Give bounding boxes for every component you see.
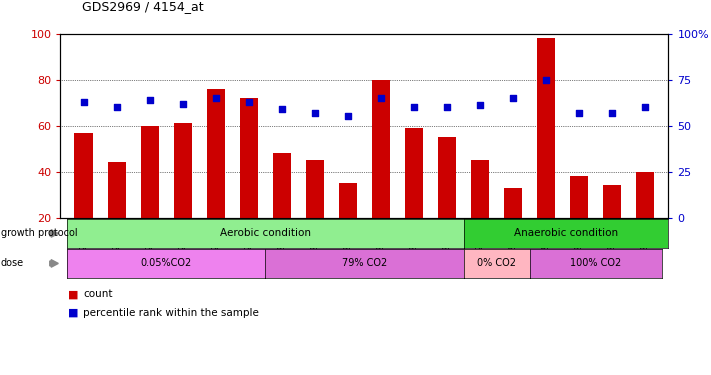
Point <box>144 97 155 103</box>
Point <box>474 102 486 108</box>
Text: GDS2969 / 4154_at: GDS2969 / 4154_at <box>82 0 203 13</box>
Text: percentile rank within the sample: percentile rank within the sample <box>83 308 259 318</box>
Bar <box>207 89 225 218</box>
Bar <box>240 98 258 218</box>
Bar <box>338 183 357 218</box>
Bar <box>75 132 92 218</box>
Bar <box>438 137 456 218</box>
Text: ■: ■ <box>68 290 78 299</box>
Bar <box>537 38 555 218</box>
Bar <box>306 160 324 218</box>
Text: dose: dose <box>1 258 24 268</box>
Bar <box>273 153 291 218</box>
Bar <box>372 80 390 218</box>
Point <box>606 110 618 116</box>
Point <box>111 104 122 110</box>
Bar <box>173 123 192 218</box>
Point <box>375 95 387 101</box>
Text: count: count <box>83 290 112 299</box>
Point <box>639 104 651 110</box>
Point <box>540 77 552 83</box>
Bar <box>570 176 588 218</box>
Text: 79% CO2: 79% CO2 <box>342 258 387 268</box>
Point <box>442 104 453 110</box>
Text: ■: ■ <box>68 308 78 318</box>
Bar <box>107 162 126 218</box>
Point <box>342 113 353 119</box>
Point <box>276 106 287 112</box>
Bar <box>471 160 489 218</box>
Point <box>78 99 90 105</box>
Text: 100% CO2: 100% CO2 <box>570 258 621 268</box>
Text: 0% CO2: 0% CO2 <box>477 258 516 268</box>
Text: 0.05%CO2: 0.05%CO2 <box>141 258 192 268</box>
Text: Aerobic condition: Aerobic condition <box>220 228 311 238</box>
Bar <box>636 172 654 217</box>
Point <box>408 104 419 110</box>
Text: growth protocol: growth protocol <box>1 228 77 238</box>
Point <box>508 95 519 101</box>
Bar <box>141 126 159 218</box>
Point <box>210 95 221 101</box>
Point <box>309 110 321 116</box>
Text: Anaerobic condition: Anaerobic condition <box>514 228 618 238</box>
Point <box>177 100 188 106</box>
Bar <box>603 185 621 218</box>
Point <box>574 110 585 116</box>
Bar <box>405 128 423 218</box>
Point <box>243 99 255 105</box>
Bar <box>504 188 522 218</box>
